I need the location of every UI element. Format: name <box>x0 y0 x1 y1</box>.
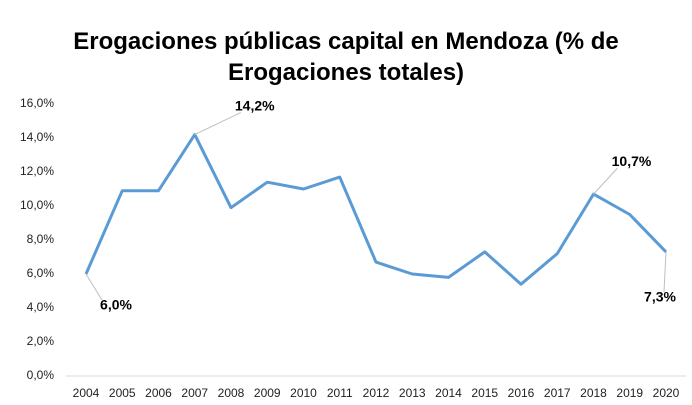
x-tick-label: 2012 <box>363 386 390 400</box>
leader-line <box>593 167 618 195</box>
x-tick-label: 2004 <box>73 386 100 400</box>
x-tick-label: 2020 <box>653 386 680 400</box>
x-tick-label: 2009 <box>254 386 281 400</box>
x-tick-label: 2017 <box>544 386 571 400</box>
x-tick-label: 2019 <box>616 386 643 400</box>
x-tick-label: 2007 <box>181 386 208 400</box>
data-label: 14,2% <box>235 97 275 113</box>
x-tick-label: 2018 <box>580 386 607 400</box>
leader-line <box>85 273 103 301</box>
data-label: 7,3% <box>644 289 676 305</box>
data-label: 10,7% <box>612 153 652 169</box>
chart-title: Erogaciones públicas capital en Mendoza … <box>73 28 619 86</box>
x-tick-label: 2016 <box>508 386 535 400</box>
y-tick-label: 0,0% <box>27 368 55 382</box>
y-tick-label: 8,0% <box>27 232 55 246</box>
y-tick-label: 2,0% <box>27 334 55 348</box>
x-tick-label: 2006 <box>145 386 172 400</box>
x-tick-label: 2013 <box>399 386 426 400</box>
leader-line <box>194 112 241 136</box>
x-tick-label: 2015 <box>471 386 498 400</box>
x-tick-label: 2014 <box>435 386 462 400</box>
x-tick-label: 2008 <box>218 386 245 400</box>
y-tick-label: 6,0% <box>27 266 55 280</box>
data-label: 6,0% <box>100 297 132 313</box>
y-tick-label: 12,0% <box>20 164 54 178</box>
y-tick-label: 16,0% <box>20 96 54 110</box>
y-tick-label: 4,0% <box>27 300 55 314</box>
y-tick-label: 14,0% <box>20 130 54 144</box>
leader-line <box>663 251 667 292</box>
x-tick-label: 2010 <box>290 386 317 400</box>
line <box>84 133 668 286</box>
x-tick-label: 2005 <box>109 386 136 400</box>
y-tick-label: 10,0% <box>20 198 54 212</box>
x-tick-label: 2011 <box>327 386 353 400</box>
